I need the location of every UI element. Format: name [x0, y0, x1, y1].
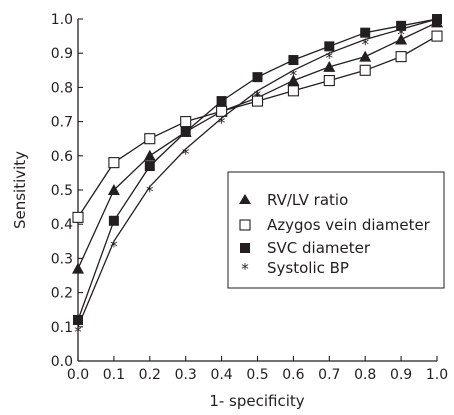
series-layer: * * * * * * * * * * *: [72, 14, 443, 341]
data-point: [180, 116, 192, 128]
x-tick-label: 1.0: [426, 367, 448, 383]
data-point: *: [361, 36, 369, 54]
data-point: [216, 105, 228, 117]
y-ticks: 0.0 0.1 0.2 0.3 0.4 0.5 0.6 0.7 0.8 0.9 1.0: [51, 12, 83, 370]
y-tick-label: 0.9: [51, 46, 73, 62]
y-tick-label: 0.1: [51, 320, 73, 336]
data-point: *: [397, 25, 405, 43]
legend-label-svc: SVC diameter: [267, 239, 371, 257]
series-2: [72, 30, 443, 223]
legend-label-rv-lv: RV/LV ratio: [267, 191, 348, 209]
legend-label-azygos: Azygos vein diameter: [267, 216, 431, 234]
legend: RV/LV ratio Azygos vein diameter SVC dia…: [227, 171, 445, 289]
x-tick-label: 0.7: [318, 367, 340, 383]
data-point: [396, 20, 407, 31]
legend-marker-asterisk: *: [241, 260, 249, 278]
data-point: [251, 95, 264, 107]
data-point: [323, 75, 335, 87]
y-tick-label: 0.0: [51, 354, 73, 370]
legend-item-systolic: * Systolic BP: [241, 259, 349, 278]
legend-marker-filled-square: [240, 243, 250, 253]
data-point: [395, 51, 407, 63]
legend-box: [227, 171, 445, 289]
series-line: [77, 18, 438, 328]
data-point: [359, 50, 372, 62]
x-tick-label: 0.3: [175, 367, 197, 383]
x-tick-label: 0.8: [354, 367, 376, 383]
data-point: [180, 126, 191, 137]
data-point: [359, 64, 371, 76]
data-point: *: [254, 87, 262, 105]
x-tick-label: 0.9: [390, 367, 412, 383]
legend-marker-open-square: [239, 219, 251, 231]
y-tick-label: 0.7: [51, 115, 73, 131]
data-point: [108, 157, 120, 169]
x-tick-label: 0.5: [246, 367, 268, 383]
y-axis-title: Sensitivity: [11, 151, 29, 229]
data-point: [108, 215, 119, 226]
data-point: [431, 30, 443, 42]
data-point: [73, 314, 83, 325]
data-point: [107, 184, 120, 195]
data-point: [216, 96, 227, 107]
data-point: [360, 27, 371, 38]
x-axis-title: 1- specificity: [209, 392, 304, 410]
data-point: [323, 60, 336, 72]
data-point: *: [74, 323, 82, 341]
data-point: [143, 149, 156, 161]
y-tick-label: 0.2: [51, 286, 73, 302]
y-tick-label: 0.6: [51, 149, 73, 165]
data-point: [72, 262, 84, 274]
data-point: *: [110, 237, 118, 255]
x-tick-label: 0.2: [139, 367, 161, 383]
legend-item-rv-lv: RV/LV ratio: [239, 191, 348, 209]
x-ticks: 0.0 0.1 0.2 0.3 0.4 0.5 0.6 0.7 0.8 0.9 1.0: [67, 356, 448, 383]
data-point: [395, 33, 408, 45]
y-tick-label: 0.8: [51, 80, 73, 96]
data-point: [287, 85, 299, 97]
y-tick-label: 0.4: [51, 217, 73, 233]
data-point: [144, 161, 155, 172]
legend-item-svc: SVC diameter: [240, 239, 371, 257]
legend-marker-filled-triangle: [239, 194, 251, 204]
data-point: [252, 72, 263, 83]
data-point: *: [182, 145, 190, 163]
x-tick-label: 0.0: [67, 367, 89, 383]
y-tick-label: 0.5: [51, 183, 73, 199]
y-tick-label: 0.3: [51, 251, 73, 267]
data-point: *: [290, 66, 298, 84]
x-tick-label: 0.6: [282, 367, 304, 383]
x-tick-label: 0.4: [210, 367, 232, 383]
data-point: [324, 41, 335, 52]
data-point: *: [146, 183, 154, 201]
data-point: *: [326, 49, 334, 67]
y-tick-label: 1.0: [51, 12, 73, 28]
data-point: [287, 74, 300, 86]
x-tick-label: 0.1: [103, 367, 125, 383]
legend-item-azygos: Azygos vein diameter: [239, 216, 431, 234]
data-point: [72, 211, 84, 223]
series-4: * * * * * * * * * * *: [74, 15, 441, 341]
legend-label-systolic: Systolic BP: [267, 259, 349, 277]
data-point: [144, 133, 156, 145]
data-point: [288, 55, 299, 66]
data-point: *: [433, 15, 441, 33]
data-point: *: [218, 114, 226, 132]
